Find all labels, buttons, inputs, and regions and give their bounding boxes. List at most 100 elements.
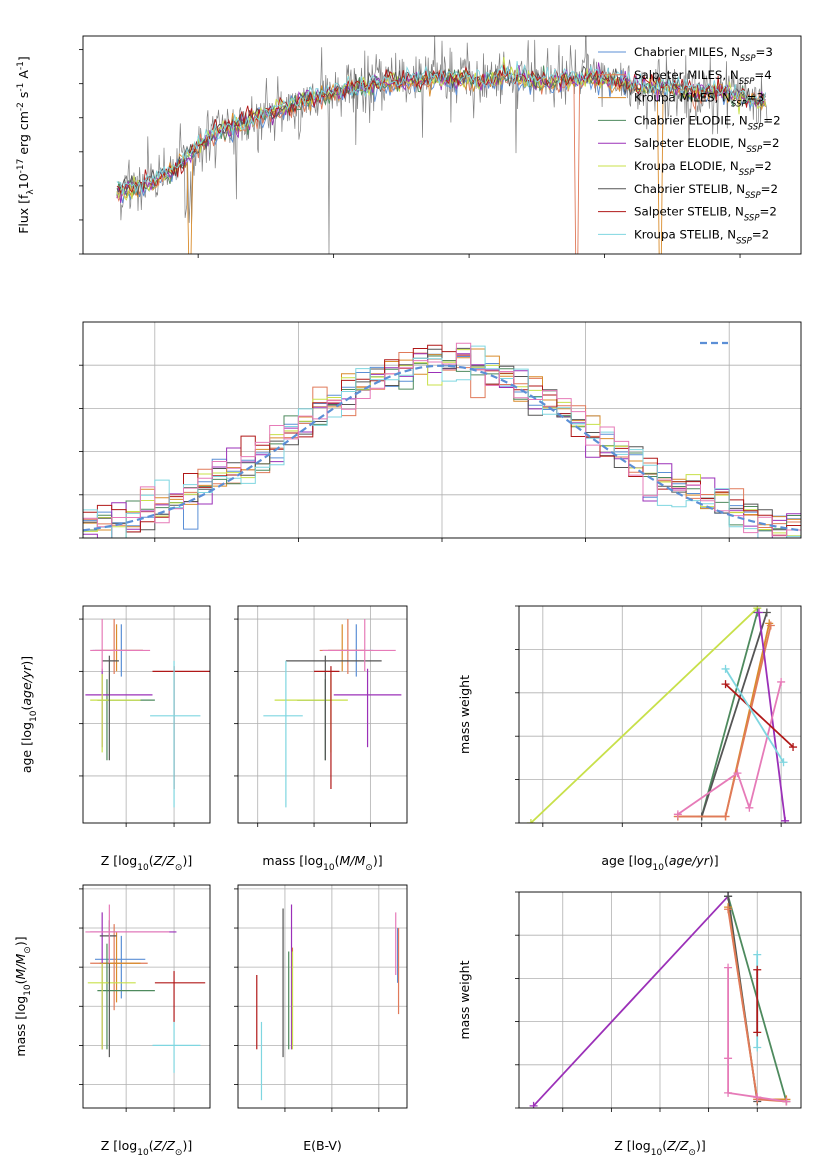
chart-mass_vs_EBV: E(B-V) [234, 884, 408, 1153]
chart-weight_vs_age: age [log10(age/yr)] mass weight [457, 605, 802, 873]
label-part: 10 [651, 1148, 663, 1158]
y-axis-label: Flux [fλ10-17 erg cm-2 s-1 A-1] [16, 56, 36, 234]
label-part: mass weight [457, 960, 472, 1039]
label-part: age/yr [669, 853, 710, 868]
marker-plus [777, 677, 786, 686]
legend-label: Chabrier ELODIE, NSSP=2 [634, 113, 781, 132]
plot-area [83, 322, 801, 538]
y-axis-label: age [log10(age/yr)] [19, 656, 39, 773]
legend-count: =2 [761, 182, 778, 196]
legend-text: Kroupa MILES, N [634, 91, 731, 105]
legend-label: Salpeter ELODIE, NSSP=2 [634, 136, 779, 155]
weight-line-kroupa_elodie [530, 607, 758, 823]
label-part: ⊙ [688, 1148, 696, 1158]
label-part: mass [log [13, 996, 28, 1057]
marker-plus [724, 905, 733, 914]
marker-plus [753, 1093, 762, 1102]
weight-line-extra_pink [677, 681, 782, 816]
marker-plus [745, 803, 754, 812]
legend-sub: SSP [744, 214, 760, 224]
plot-area [83, 606, 210, 823]
label-part: ⊙ [23, 946, 33, 954]
plot-area [238, 885, 407, 1108]
x-axis-label: age [log10(age/yr)] [601, 853, 718, 873]
label-part: ( [662, 1138, 667, 1153]
label-part: -2 [16, 102, 26, 111]
legend-count: =2 [763, 113, 780, 127]
label-part: 10 [323, 863, 335, 873]
weight-line-chabrier_elodie [700, 612, 759, 817]
marker-plus [529, 1101, 538, 1108]
legend-sub: SSP [739, 168, 755, 178]
axes-frame [82, 884, 211, 1109]
model-line-kroupa_stelib [116, 60, 766, 195]
label-part: 10 [16, 173, 31, 189]
plot-area [238, 606, 407, 823]
marker-plus [753, 965, 762, 974]
marker-plus [754, 608, 763, 617]
label-part: erg cm [16, 111, 31, 159]
legend-text: Salpeter MILES, N [634, 68, 739, 82]
weight-line-kroupa_stelib [724, 668, 785, 763]
legend-label: Salpeter STELIB, NSSP=2 [634, 205, 777, 224]
label-part: 10 [29, 710, 39, 722]
axes-frame [82, 321, 802, 539]
hist-salpeter_stelib [83, 344, 801, 536]
chart-spectrum: Flux [fλ10-17 erg cm-2 s-1 A-1] Chabrier … [16, 35, 802, 258]
legend-count: =2 [752, 227, 769, 241]
legend-count: =2 [759, 205, 776, 219]
marker-plus [753, 1043, 762, 1052]
label-part: mass weight [457, 675, 472, 754]
axes-frame [518, 891, 802, 1109]
marker-plus [724, 1054, 733, 1063]
plot-area [116, 36, 768, 254]
chart-age_vs_Z: Z [log10(Z/Z⊙)]age [log10(age/yr)] [19, 605, 211, 873]
plot-area [83, 885, 210, 1108]
label-part: ( [13, 979, 28, 984]
legend-text: Kroupa STELIB, N [634, 227, 736, 241]
legend-sub: SSP [746, 145, 762, 155]
marker-plus [753, 1028, 762, 1037]
label-part: )] [696, 1138, 706, 1153]
marker-plus [753, 950, 762, 959]
plot-area [519, 892, 801, 1108]
marker-plus [782, 1097, 791, 1106]
label-part: )] [182, 853, 192, 868]
axes-frame [237, 605, 408, 824]
label-part: mass [log [262, 853, 323, 868]
label-part: Z/Z [153, 853, 176, 868]
chart-weight_vs_Z: Z [log10(Z/Z⊙)] mass weight [457, 891, 802, 1158]
label-part: A [16, 70, 31, 83]
chart-residuals [79, 321, 802, 542]
label-part: age [log [601, 853, 652, 868]
label-part: -1 [16, 83, 26, 92]
label-part: E(B-V) [303, 1138, 342, 1153]
label-part: 10 [137, 863, 149, 873]
legend-sub: SSP [745, 191, 761, 201]
model-line-chabrier_elodie [116, 65, 766, 196]
y-axis-label: mass [log10(M/M⊙)] [13, 936, 33, 1056]
legend-count: =2 [762, 136, 779, 150]
label-part: M/M [340, 853, 366, 868]
legend-sub: SSP [740, 54, 756, 64]
weight-line-salpeter_stelib [724, 683, 794, 748]
legend-label: Kroupa STELIB, NSSP=2 [634, 227, 769, 246]
legend-label: Kroupa MILES, NSSP=3 [634, 91, 764, 110]
marker-plus [721, 812, 730, 821]
label-part: ( [19, 706, 34, 711]
label-part: )] [13, 936, 28, 946]
legend-text: Chabrier ELODIE, N [634, 113, 748, 127]
marker-plus [781, 816, 790, 823]
x-axis-label: Z [log10(Z/Z⊙)] [101, 1138, 192, 1158]
label-part: Z [log [614, 1138, 650, 1153]
label-part: λ [26, 189, 36, 195]
label-part: Z [log [101, 853, 137, 868]
label-part: ] [16, 56, 31, 61]
model-line-salpeter_stelib [116, 64, 766, 195]
legend-text: Chabrier MILES, N [634, 45, 740, 59]
marker-plus [526, 819, 535, 823]
legend-text: Chabrier STELIB, N [634, 182, 745, 196]
marker-plus [762, 608, 771, 617]
legend-count: =3 [756, 45, 773, 59]
marker-plus [779, 758, 788, 767]
